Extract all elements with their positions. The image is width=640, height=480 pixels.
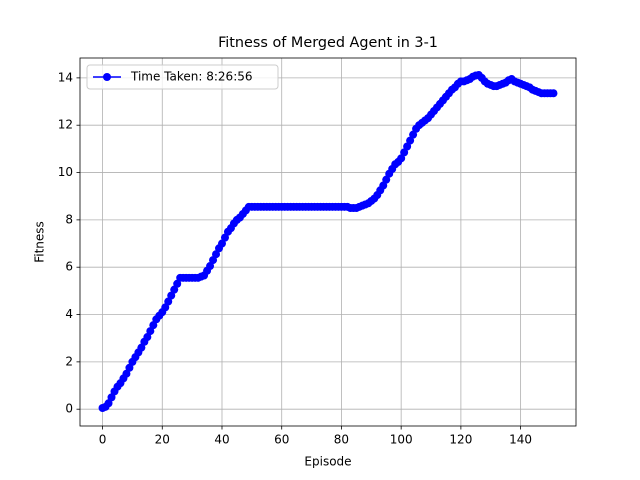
data-point [161,303,170,312]
y-tick-label: 8 [65,212,73,226]
data-point [167,291,176,300]
y-tick-label: 6 [65,260,73,274]
data-point [406,136,415,145]
axes-frame [79,57,577,427]
y-tick-label: 14 [58,70,73,84]
x-tick-label: 60 [274,433,289,447]
x-tick-label: 100 [390,433,413,447]
y-tick-label: 4 [65,307,73,321]
legend-box [86,64,279,90]
data-point [173,279,182,288]
y-tick-label: 0 [65,402,73,416]
data-point [107,393,116,402]
data-point [397,154,406,163]
chart-title: Fitness of Merged Agent in 3-1 [218,35,438,51]
data-point [143,333,152,342]
data-point [149,321,158,330]
legend-marker [103,73,111,81]
x-tick-label: 140 [509,433,532,447]
data-point [164,297,173,306]
data-point [382,175,391,184]
x-tick-label: 40 [214,433,229,447]
y-axis-label: Fitness [33,221,47,263]
data-point [549,89,558,98]
legend: Time Taken: 8:26:56 [86,64,279,90]
x-tick-label: 0 [99,433,107,447]
plot-layer [98,71,558,413]
data-point [217,239,226,248]
data-point [122,369,131,378]
data-point [403,142,412,151]
data-point [409,130,418,139]
data-point [170,285,179,294]
y-tick-label: 2 [65,354,73,368]
y-tick-label: 10 [58,165,73,179]
data-point [220,233,229,242]
data-point [212,250,221,259]
x-axis-label: Episode [304,455,351,469]
grid-layer [80,58,576,426]
y-tick-label: 12 [58,118,73,132]
data-point [104,399,113,408]
x-tick-label: 20 [155,433,170,447]
data-point [209,256,218,265]
data-point [400,148,409,157]
data-point [137,343,146,352]
legend-label: Time Taken: 8:26:56 [130,70,253,84]
data-point [146,327,155,336]
x-tick-label: 80 [334,433,349,447]
data-point [125,363,134,372]
data-point [206,262,215,271]
data-point [379,181,388,190]
x-tick-label: 120 [449,433,472,447]
